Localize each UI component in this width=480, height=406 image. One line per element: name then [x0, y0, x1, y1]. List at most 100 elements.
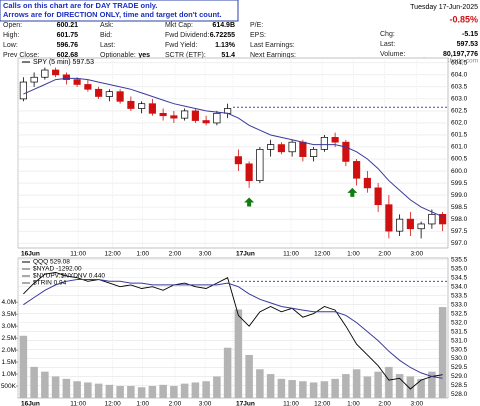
candle-body — [342, 141, 350, 162]
y-tick-label: 604.0 — [451, 72, 468, 79]
volume-bar — [363, 376, 372, 398]
y-tick-label: 534.5 — [451, 274, 468, 281]
volume-bar — [213, 376, 221, 398]
x-tick-label: 11:00 — [283, 401, 299, 406]
y-tick-label: 598.5 — [451, 204, 468, 211]
watermark: © StockCharts.com — [422, 57, 478, 65]
field-label: Low: — [3, 42, 18, 49]
candle-body — [374, 187, 382, 206]
candle-body — [234, 156, 242, 165]
x-tick-label: 11:00 — [70, 251, 86, 258]
field-label: High: — [3, 32, 19, 39]
x-tick-label: 16Jun — [21, 401, 40, 406]
notice-line: Arrows are for DIRECTION ONLY, time and … — [3, 10, 222, 19]
x-tick-label: 3:00 — [410, 401, 423, 406]
field-label: Last: — [380, 41, 395, 48]
x-tick-label: 16Jun — [21, 251, 40, 258]
volume-bar — [234, 309, 243, 398]
y-tick-label: 604.5 — [451, 60, 468, 67]
candle-body — [181, 110, 189, 119]
x-tick-label: 3:00 — [410, 251, 423, 258]
field-value: yes — [138, 52, 150, 59]
x-tick-label: 1:00 — [347, 401, 360, 406]
volume-bar — [73, 381, 81, 398]
candle-body — [245, 163, 253, 182]
x-tick-label: 3:00 — [199, 401, 212, 406]
candle-body — [213, 112, 221, 124]
volume-bar — [137, 387, 146, 398]
y-tick-label: 533.5 — [451, 292, 468, 299]
x-tick-label: 11:00 — [70, 401, 86, 406]
y2-tick-label: 2.0M — [2, 347, 16, 354]
y-tick-label: 532.5 — [451, 310, 468, 317]
volume-bar — [245, 354, 253, 398]
candle-body — [353, 161, 361, 179]
y-tick-label: 535.0 — [451, 265, 468, 272]
volume-bar — [41, 371, 49, 398]
volume-bar — [385, 366, 393, 398]
candle-body — [288, 141, 296, 153]
volume-bar — [223, 347, 232, 398]
candle-body — [267, 144, 275, 150]
y-tick-label: 601.5 — [451, 132, 468, 139]
y-tick-label: 600.0 — [451, 168, 468, 175]
candle-body — [396, 218, 404, 232]
candle-body — [428, 213, 436, 225]
field-value: 6.72255 — [210, 32, 235, 39]
y-tick-label: 532.0 — [451, 319, 468, 326]
field-value: 80,197,776 — [443, 51, 478, 58]
field-label: Last: — [100, 42, 115, 49]
notice-box — [0, 0, 239, 22]
candle-body — [277, 144, 285, 153]
volume-bar — [180, 383, 189, 398]
candle-body — [62, 74, 70, 80]
x-tick-label: 2:00 — [169, 251, 182, 258]
volume-bar — [19, 335, 28, 398]
candle-body — [363, 177, 371, 189]
y-tick-label: 597.5 — [451, 228, 468, 235]
candle-body — [127, 100, 135, 109]
y-tick-label: 597.0 — [451, 240, 468, 247]
y-tick-label: 603.0 — [451, 96, 468, 103]
candle-body — [138, 103, 146, 109]
candle-body — [310, 149, 318, 157]
x-tick-label: 17Jun — [236, 251, 255, 258]
candle-body — [116, 91, 124, 102]
x-tick-label: 1:00 — [136, 251, 149, 258]
candle-body — [95, 88, 103, 97]
field-label: EPS: — [250, 32, 266, 39]
y2-tick-label: 2.5M — [2, 335, 16, 342]
x-tick-label: 2:00 — [378, 251, 391, 258]
candle-body — [256, 149, 264, 182]
field-label: Optionable: — [100, 52, 136, 59]
volume-bar — [170, 386, 178, 398]
field-value: 600.21 — [57, 22, 79, 29]
y-tick-label: 603.5 — [451, 84, 468, 91]
field-label: Next Earnings: — [250, 52, 296, 59]
field-label: SCTR (ETF): — [165, 52, 206, 59]
candle-body — [84, 84, 92, 90]
legend-label: $NYUPV:$NYDNV 0.440 — [33, 273, 105, 280]
y2-tick-label: 1.0M — [2, 371, 16, 378]
candle-body — [41, 69, 49, 78]
volume-bar — [395, 374, 404, 398]
x-tick-label: 12:00 — [104, 401, 121, 406]
volume-bar — [406, 376, 415, 398]
y-tick-label: 528.0 — [451, 391, 468, 398]
y-tick-label: 599.5 — [451, 180, 468, 187]
volume-bar — [191, 382, 200, 398]
y-tick-label: 529.0 — [451, 373, 468, 380]
y-tick-label: 531.0 — [451, 337, 468, 344]
y-tick-label: 530.5 — [451, 346, 468, 353]
volume-bar — [417, 378, 425, 398]
field-label: Open: — [3, 22, 22, 29]
volume-bar — [30, 366, 38, 398]
y2-tick-label: 1.5M — [2, 359, 16, 366]
x-tick-label: 2:00 — [169, 401, 182, 406]
x-tick-label: 12:00 — [314, 401, 331, 406]
moving-average — [23, 77, 443, 218]
x-tick-label: 17Jun — [236, 401, 255, 406]
field-value: 51.4 — [221, 52, 235, 59]
y-tick-label: 531.5 — [451, 328, 468, 335]
volume-bar — [438, 307, 447, 398]
